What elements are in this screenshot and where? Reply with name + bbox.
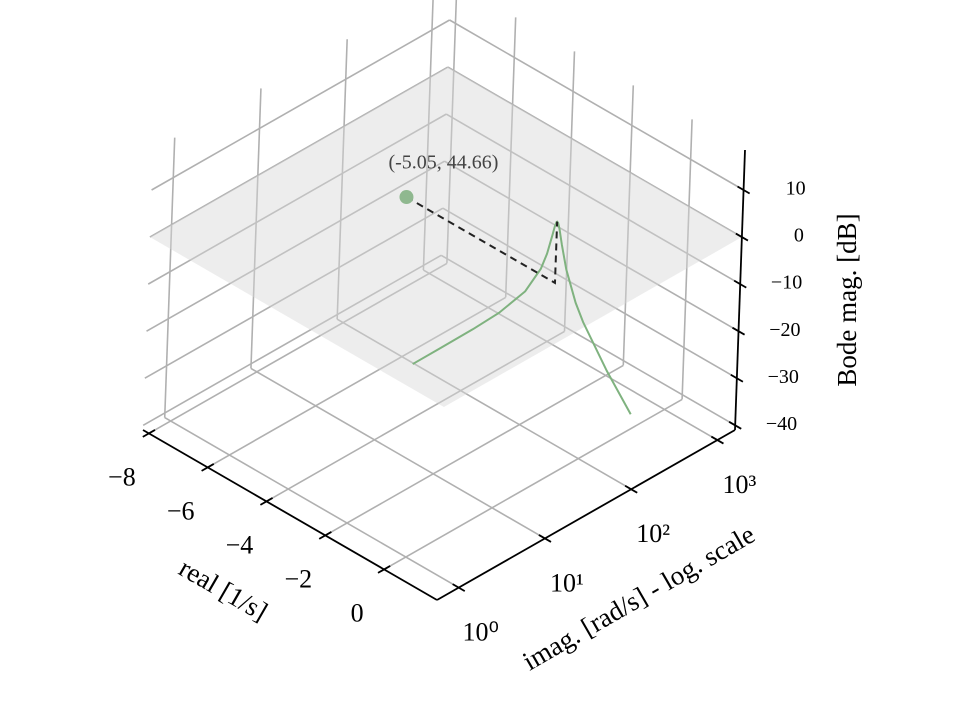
z-tick-label: 10 — [786, 178, 806, 200]
x-tick-label: −6 — [167, 496, 195, 525]
y-tick-label: 10³ — [723, 470, 757, 499]
z-tick — [735, 232, 749, 242]
z-tick — [728, 421, 742, 430]
projection-line — [405, 196, 559, 285]
x-tick-label: 0 — [351, 598, 364, 627]
grid-line — [142, 254, 442, 426]
grid-line — [622, 85, 635, 366]
x-tick-label: −2 — [284, 564, 312, 593]
x-tick — [377, 565, 391, 574]
grid-line — [336, 39, 348, 320]
grid-line — [250, 88, 262, 369]
x-axis-line — [142, 429, 438, 601]
grid-line — [446, 0, 458, 264]
grid-line — [442, 207, 738, 379]
y-tick-label: 10¹ — [550, 568, 584, 597]
plane-layer — [149, 67, 742, 408]
z-tick-label: 0 — [794, 225, 804, 247]
pole-annotation: (-5.05, 44.66) — [388, 152, 498, 174]
y-tick-label: 10⁰ — [462, 618, 498, 647]
z-tick-label: −30 — [768, 366, 799, 388]
grid-line — [266, 330, 565, 503]
x-tick — [318, 531, 332, 540]
grid-line — [449, 19, 744, 191]
z-tick-label: −20 — [769, 319, 800, 341]
z-axis-line — [734, 149, 746, 431]
grid-line — [422, 269, 718, 441]
grid-line — [146, 160, 445, 332]
grid-line — [151, 19, 450, 191]
x-tick-label: −4 — [226, 530, 254, 559]
grid-line — [336, 318, 632, 490]
x-tick — [259, 497, 274, 506]
marks: (-5.05, 44.66) — [388, 152, 632, 415]
grid-line — [422, 0, 434, 271]
z-tick — [730, 373, 744, 383]
y-tick — [538, 534, 552, 543]
z-tick — [737, 185, 751, 195]
z-tick-label: −40 — [766, 413, 797, 435]
grid-line — [149, 66, 449, 238]
grid-line — [563, 51, 576, 332]
grid-line — [324, 364, 624, 537]
grid-line — [148, 262, 448, 435]
grid — [142, 0, 744, 589]
grid-line — [164, 416, 460, 589]
grid-line — [681, 119, 693, 400]
grid-line — [440, 254, 736, 426]
grid-line — [207, 296, 507, 469]
pole-marker — [399, 190, 414, 205]
z-axis-label: Bode mag. [dB] — [832, 213, 862, 386]
grid-line — [504, 17, 517, 298]
y-tick — [452, 583, 466, 592]
y-axis-line — [436, 429, 736, 601]
z-tick — [733, 279, 747, 289]
grid-line — [445, 113, 741, 285]
z-tick-label: −10 — [771, 272, 802, 294]
x-tick — [142, 429, 156, 438]
grid-line — [447, 66, 743, 238]
x-tick — [201, 463, 215, 472]
grid-line — [147, 113, 447, 285]
y-tick — [624, 484, 638, 494]
grid-line — [383, 398, 683, 571]
reference-plane — [149, 67, 742, 408]
x-tick-label: −8 — [108, 462, 136, 491]
grid-line — [444, 160, 739, 332]
grid-line — [163, 137, 176, 418]
y-tick-label: 10² — [636, 519, 670, 548]
z-tick — [732, 326, 746, 336]
grid-line — [250, 367, 546, 540]
y-tick — [710, 435, 724, 445]
grid-line — [144, 207, 444, 379]
